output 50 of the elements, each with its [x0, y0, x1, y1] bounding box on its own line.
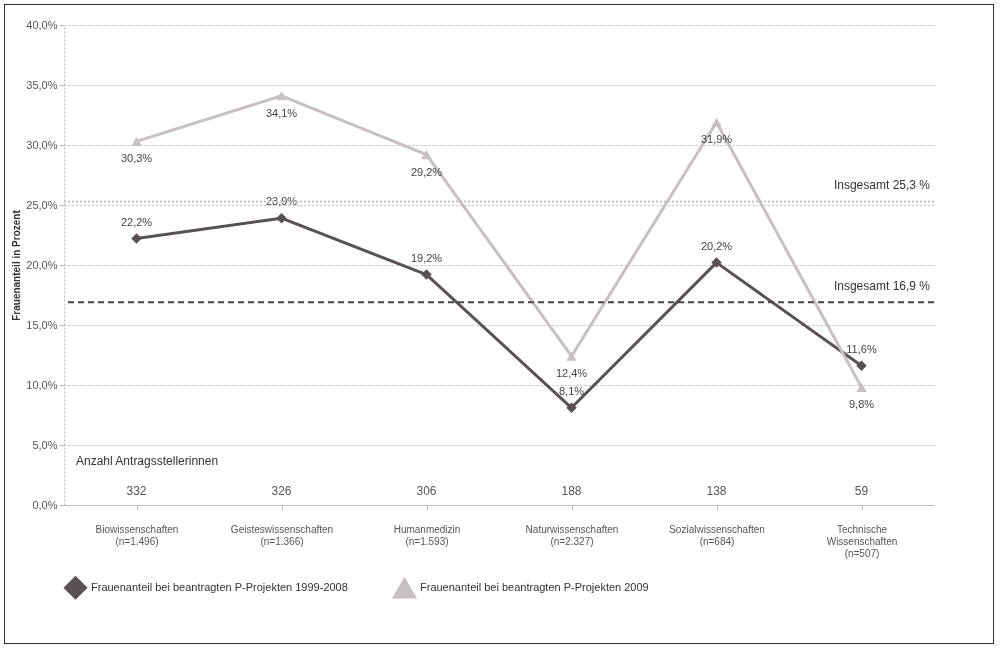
y-tick-label: 10,0% — [26, 378, 58, 391]
x-tick-label: Sozialwissenschaften (n=684) — [669, 523, 765, 547]
data-label: 12,4% — [555, 367, 588, 380]
y-tick-label: 40,0% — [26, 18, 58, 31]
legend-label: Frauenanteil bei beantragten P-Projekten 1999-2008 — [91, 580, 348, 593]
point — [276, 91, 287, 101]
data-label: 34,1% — [265, 106, 298, 119]
y-tick-label: 25,0% — [26, 198, 58, 211]
point — [856, 382, 867, 392]
y-tick-label: 35,0% — [26, 78, 58, 91]
point — [566, 402, 577, 414]
x-tick-label: Geisteswissenschaften (n=1.366) — [230, 523, 334, 547]
point — [131, 233, 142, 244]
annotation: 59 — [854, 484, 869, 498]
data-label: 11,6% — [846, 342, 877, 355]
data-label: 9,8% — [848, 398, 875, 411]
data-label: 31,9% — [700, 133, 733, 146]
data-label: 30,3% — [120, 152, 153, 165]
data-label: 8,1% — [558, 384, 585, 397]
ref-line-label: Insgesamt 16,9 % — [833, 279, 931, 294]
legend-label: Frauenanteil bei beantragten P-Projekten 2009 — [420, 581, 649, 594]
point — [711, 257, 722, 268]
y-tick-label: 20,0% — [26, 258, 58, 271]
data-label: 19,2% — [410, 251, 443, 264]
point — [131, 136, 142, 146]
annotation: 326 — [271, 484, 292, 498]
ref-line-label: Insgesamt 25,3 % — [833, 178, 931, 193]
x-tick-label: Biowissenschaften (n=1.496) — [95, 523, 179, 547]
point — [421, 269, 432, 280]
point — [421, 150, 432, 160]
data-label: 29,2% — [410, 165, 443, 178]
annotation: 188 — [561, 484, 582, 498]
point — [566, 351, 577, 361]
x-tick-label: Naturwissenschaften (n=2.327) — [525, 523, 619, 547]
y-axis-title: Frauenanteil in Prozent — [11, 209, 23, 321]
annotation: Anzahl Antragsstellerinnen — [76, 454, 219, 468]
point — [276, 212, 287, 224]
data-label: 22,2% — [120, 215, 153, 228]
annotation: 332 — [126, 484, 147, 498]
y-tick-label: 5,0% — [32, 438, 58, 451]
x-tick-label: Humanmedizin (n=1.593) — [393, 523, 461, 547]
annotation: 306 — [416, 484, 437, 498]
annotation: 138 — [706, 484, 727, 498]
y-tick-label: 30,0% — [26, 138, 58, 151]
y-tick-label: 15,0% — [26, 318, 58, 331]
y-tick-label: 0,0% — [32, 498, 58, 511]
x-tick-label: Technische Wissenschaften (n=507) — [826, 523, 898, 559]
data-label: 20,2% — [700, 239, 733, 252]
point — [856, 360, 867, 372]
point — [711, 117, 722, 127]
